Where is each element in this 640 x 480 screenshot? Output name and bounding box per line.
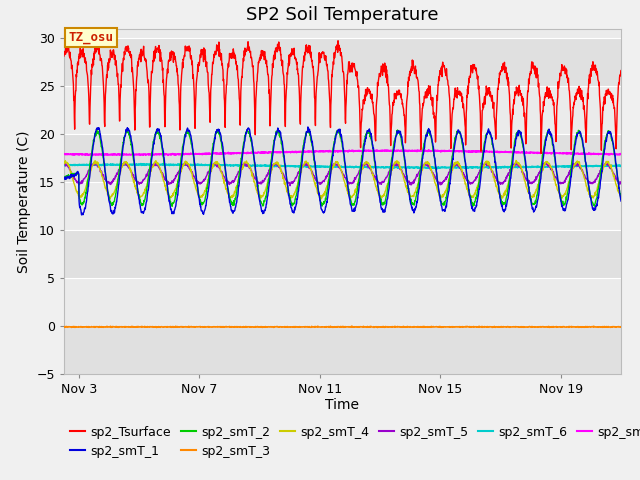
Bar [64, 134, 621, 182]
Bar [64, 38, 621, 86]
Bar [64, 86, 621, 134]
Bar [64, 182, 621, 230]
Bar [64, 230, 621, 278]
Text: TZ_osu: TZ_osu [68, 31, 113, 44]
Bar [64, 326, 621, 374]
Y-axis label: Soil Temperature (C): Soil Temperature (C) [17, 131, 31, 273]
Bar [64, 278, 621, 326]
X-axis label: Time: Time [325, 398, 360, 412]
Title: SP2 Soil Temperature: SP2 Soil Temperature [246, 6, 438, 24]
Legend: sp2_Tsurface, sp2_smT_1, sp2_smT_2, sp2_smT_3, sp2_smT_4, sp2_smT_5, sp2_smT_6, : sp2_Tsurface, sp2_smT_1, sp2_smT_2, sp2_… [70, 426, 640, 458]
